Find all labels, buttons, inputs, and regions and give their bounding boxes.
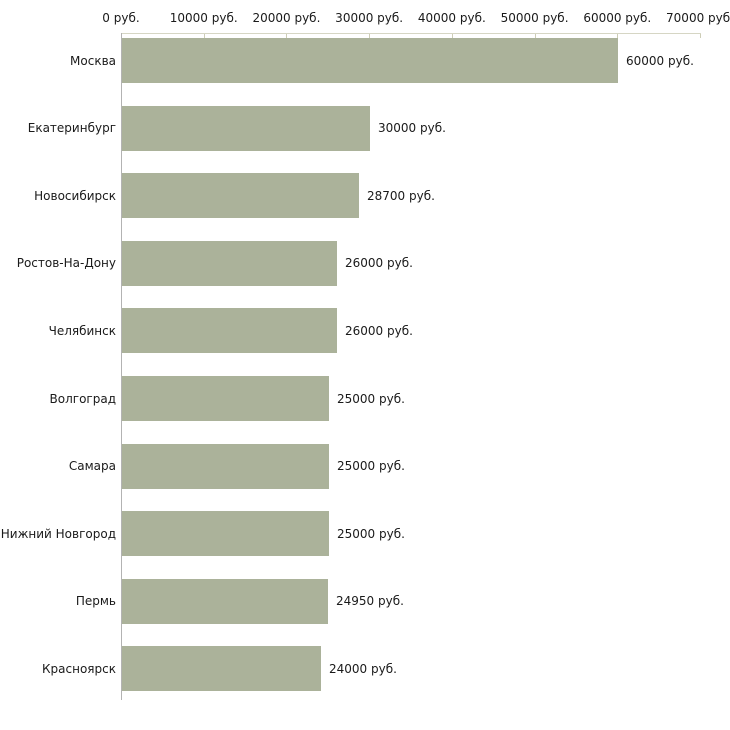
category-label: Екатеринбург xyxy=(27,121,116,136)
x-tick-mark xyxy=(534,34,536,38)
bar xyxy=(122,173,359,219)
x-tick-mark xyxy=(700,34,701,38)
x-tick-label: 0 руб. xyxy=(102,11,140,25)
value-label: 24000 руб. xyxy=(329,661,397,676)
value-label: 25000 руб. xyxy=(337,391,405,406)
x-tick-mark xyxy=(617,34,619,38)
value-label: 26000 руб. xyxy=(345,256,413,271)
category-label: Москва xyxy=(70,53,116,68)
bar xyxy=(122,376,329,421)
x-tick-label: 20000 руб. xyxy=(252,11,321,25)
category-label: Волгоград xyxy=(49,391,116,406)
category-label: Пермь xyxy=(75,594,116,609)
bar xyxy=(122,308,337,354)
bar xyxy=(122,578,328,624)
category-label: Красноярск xyxy=(42,661,116,676)
bar xyxy=(122,443,329,489)
category-label: Новосибирск xyxy=(34,188,116,203)
category-label: Нижний Новгород xyxy=(0,526,116,541)
x-tick-label: 10000 руб. xyxy=(169,11,238,25)
value-label: 30000 руб. xyxy=(378,121,446,136)
bar xyxy=(122,38,618,83)
category-label: Самара xyxy=(68,459,116,474)
value-label: 24950 руб. xyxy=(336,594,404,609)
x-tick-label: 40000 руб. xyxy=(417,11,486,25)
x-tick-mark xyxy=(369,34,371,38)
category-label: Челябинск xyxy=(48,323,116,338)
value-label: 28700 руб. xyxy=(367,188,435,203)
bar xyxy=(122,646,321,692)
x-tick-label: 60000 руб. xyxy=(583,11,652,25)
value-label: 25000 руб. xyxy=(337,526,405,541)
x-tick-mark xyxy=(203,34,205,38)
x-axis-line xyxy=(121,33,701,34)
category-label: Ростов-На-Дону xyxy=(16,256,116,271)
value-label: 60000 руб. xyxy=(626,53,694,68)
bar xyxy=(122,240,337,286)
x-tick-label: 50000 руб. xyxy=(500,11,569,25)
x-tick-mark xyxy=(451,34,453,38)
value-label: 25000 руб. xyxy=(337,459,405,474)
y-axis-line xyxy=(121,33,122,700)
bar xyxy=(122,511,329,557)
value-label: 26000 руб. xyxy=(345,323,413,338)
x-tick-mark xyxy=(286,34,288,38)
x-tick-label: 30000 руб. xyxy=(335,11,404,25)
bar xyxy=(122,105,370,151)
x-tick-label: 70000 руб. xyxy=(666,11,730,25)
